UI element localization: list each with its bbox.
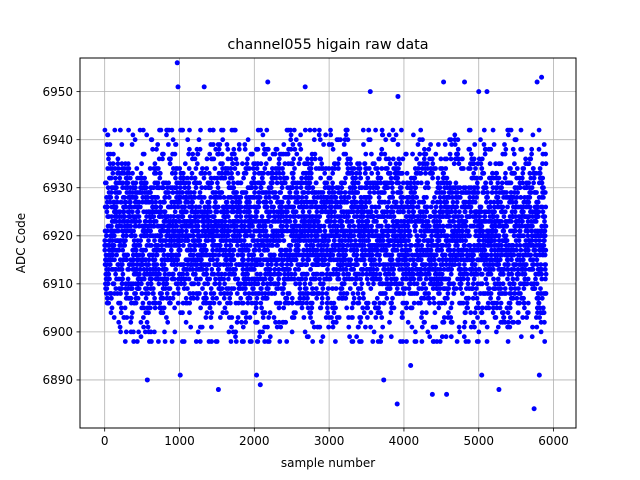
outlier-point (496, 387, 502, 393)
x-axis-ticks: 0 1000 2000 3000 4000 5000 6000 (101, 428, 569, 448)
y-axis-ticks: 6890 6900 6910 6920 6930 6940 6950 (42, 85, 80, 387)
chart-title: channel055 higain raw data (227, 37, 428, 53)
outlier-point (536, 372, 542, 378)
outlier-point (479, 372, 485, 378)
outlier-point (201, 84, 207, 90)
outlier-point (177, 372, 183, 378)
outlier-point (408, 363, 414, 369)
y-tick-label: 6920 (42, 229, 73, 243)
outlier-point (395, 93, 401, 99)
outlier-point (484, 89, 490, 95)
outlier-point (441, 79, 447, 85)
x-tick-label: 4000 (389, 434, 420, 448)
outlier-point (175, 84, 181, 90)
outlier-point (444, 391, 450, 397)
x-tick-label: 1000 (164, 434, 195, 448)
outlier-point (174, 60, 180, 66)
outlier-point (302, 84, 308, 90)
y-tick-label: 6930 (42, 181, 73, 195)
y-tick-label: 6940 (42, 133, 73, 147)
x-tick-label: 3000 (314, 434, 345, 448)
x-tick-label: 0 (101, 434, 109, 448)
outlier-point (215, 387, 221, 393)
outlier-point (254, 372, 260, 378)
x-tick-label: 5000 (463, 434, 494, 448)
outlier-point (367, 89, 373, 95)
y-tick-label: 6890 (42, 373, 73, 387)
outlier-point (381, 377, 387, 383)
y-axis-label: ADC Code (14, 213, 28, 273)
x-tick-label: 6000 (538, 434, 569, 448)
outlier-point (257, 382, 263, 388)
outlier-point (462, 79, 468, 85)
x-tick-label: 2000 (239, 434, 270, 448)
outlier-point (265, 79, 271, 85)
outlier-point (534, 79, 540, 85)
outlier-point (539, 74, 545, 80)
outlier-point (144, 377, 150, 383)
x-axis-label: sample number (281, 456, 375, 470)
y-tick-label: 6950 (42, 85, 73, 99)
y-tick-label: 6910 (42, 277, 73, 291)
outlier-point (394, 401, 400, 407)
plot-frame (79, 57, 577, 429)
data-points (102, 60, 549, 412)
y-tick-label: 6900 (42, 325, 73, 339)
outlier-point (531, 406, 537, 412)
outlier-point (429, 391, 435, 397)
scatter-point-cloud (102, 127, 549, 344)
outlier-point (476, 89, 482, 95)
